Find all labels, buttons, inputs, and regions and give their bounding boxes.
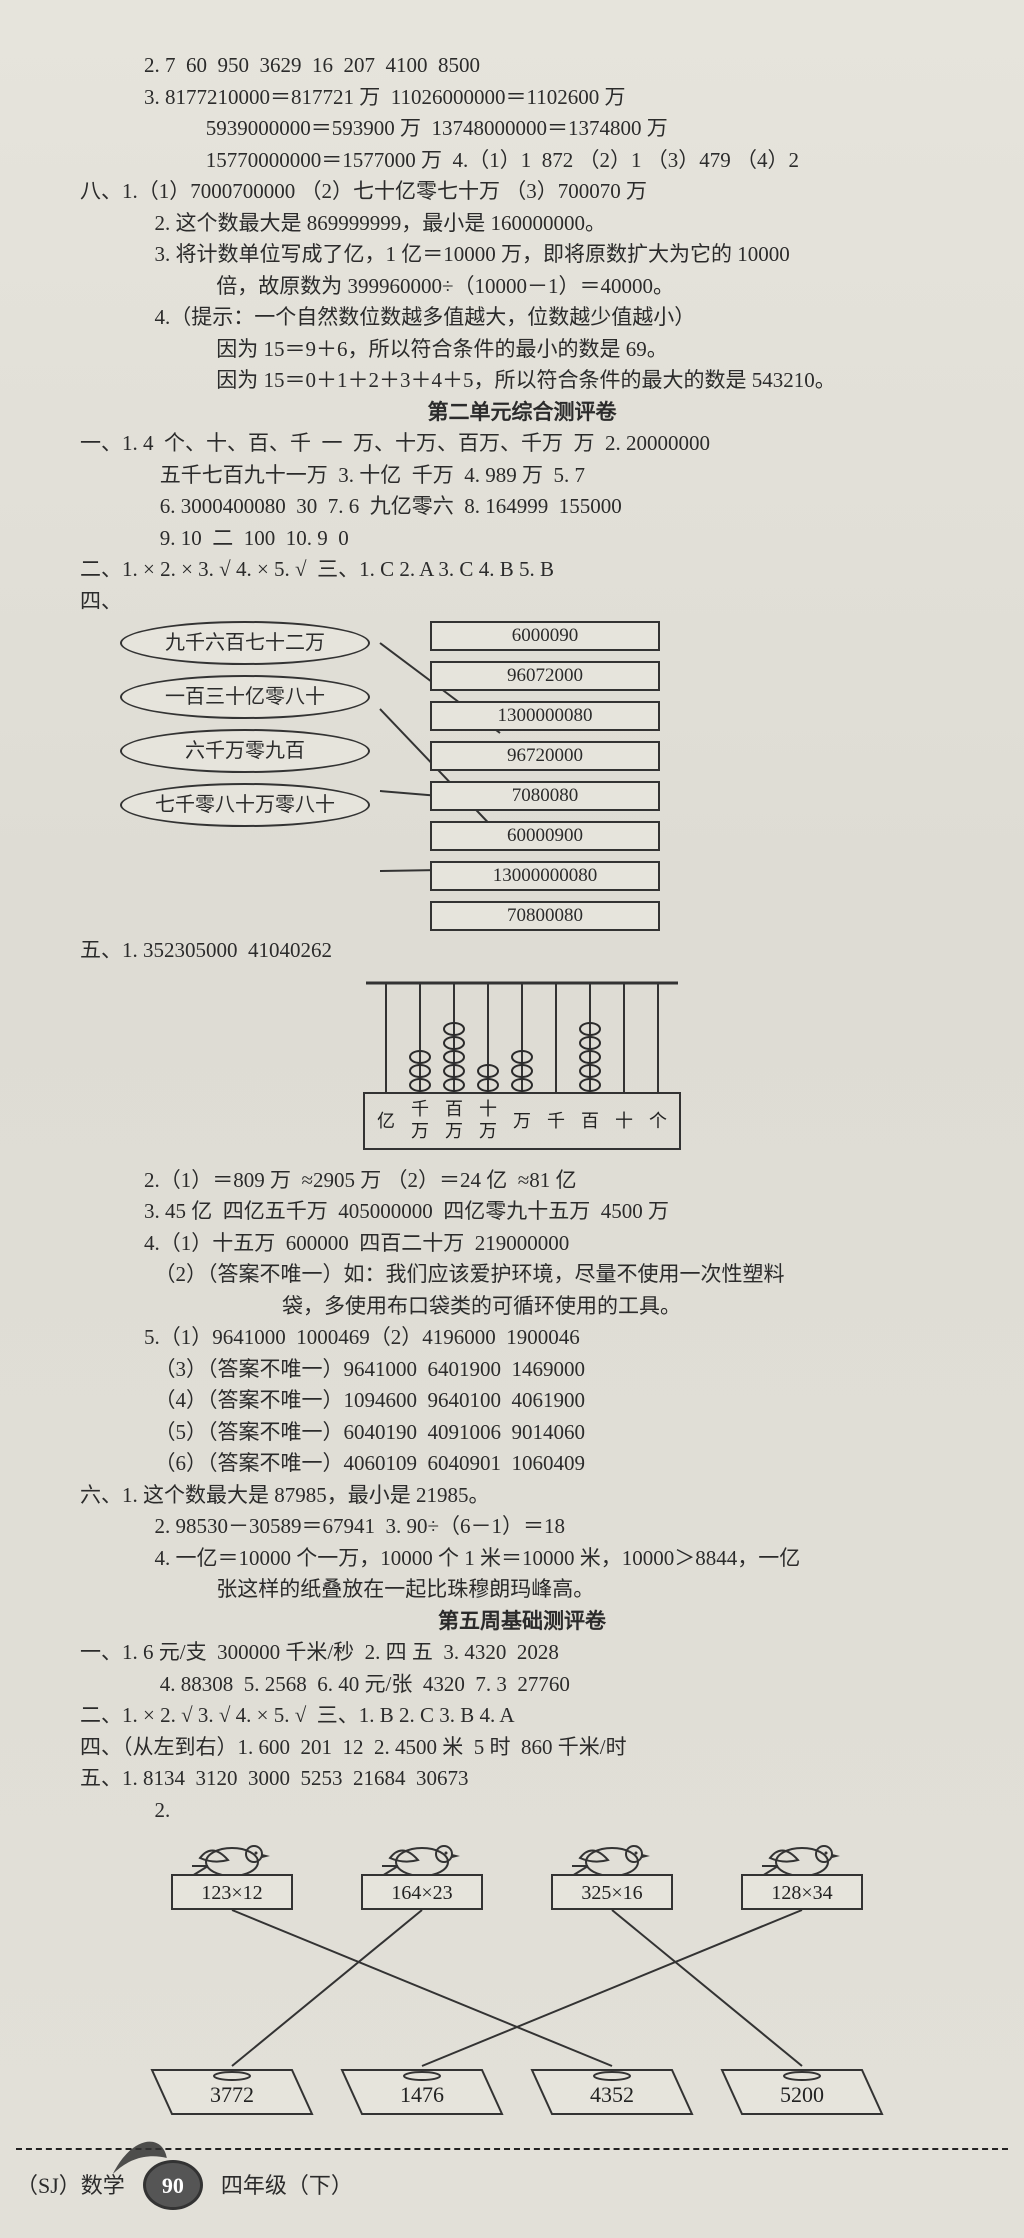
svg-text:千: 千: [411, 1099, 429, 1119]
text-line: 2.（1）＝809 万 ≈2905 万 （2）＝24 亿 ≈81 亿: [80, 1165, 964, 1197]
text-line: 袋，多使用布口袋类的可循环使用的工具。: [80, 1291, 964, 1323]
text-line: 5.（1）9641000 1000469（2）4196000 1900046: [80, 1322, 964, 1354]
text-line: 五、1. 8134 3120 3000 5253 21684 30673: [80, 1763, 964, 1795]
text-line: 四、: [80, 586, 964, 618]
svg-text:万: 万: [513, 1111, 531, 1131]
text-line: 5939000000＝593900 万 13748000000＝1374800 …: [80, 113, 964, 145]
block-top: 2. 7 60 950 3629 16 207 4100 8500 3. 817…: [80, 50, 964, 397]
bird-matching-figure: 123×12 164×23 325×16 128×34 3772 1476 4352 5200: [80, 1832, 964, 2142]
text-line: 6. 3000400080 30 7. 6 九亿零六 8. 164999 155…: [80, 491, 964, 523]
matching-left-column: 九千六百七十二万一百三十亿零八十六千万零九百七千零八十万零八十: [120, 621, 370, 931]
section-title-week5: 第五周基础测评卷: [80, 1606, 964, 1638]
text-line: 因为 15＝0＋1＋2＋3＋4＋5，所以符合条件的最大的数是 543210。: [80, 365, 964, 397]
svg-text:百: 百: [581, 1111, 599, 1131]
page-footer: （SJ）数学 90 四年级（下）: [0, 2148, 1024, 2218]
text-line: 15770000000＝1577000 万 4.（1）1 872 （2）1 （3…: [80, 145, 964, 177]
block-unit2-c: 2.（1）＝809 万 ≈2905 万 （2）＝24 亿 ≈81 亿 3. 45…: [80, 1165, 964, 1606]
text-line: （3）（答案不唯一）9641000 6401900 1469000: [80, 1354, 964, 1386]
abacus-figure: 亿千万百万十万万千百十个: [80, 973, 964, 1159]
text-line: 4. 一亿＝10000 个一万，10000 个 1 米＝10000 米，1000…: [80, 1543, 964, 1575]
svg-text:万: 万: [479, 1121, 497, 1141]
match-right-item: 13000000080: [430, 861, 660, 891]
match-right-item: 96072000: [430, 661, 660, 691]
text-line: 二、1. × 2. × 3. √ 4. × 5. √ 三、1. C 2. A 3…: [80, 554, 964, 586]
svg-text:5200: 5200: [780, 2082, 824, 2107]
block-unit2-b: 五、1. 352305000 41040262: [80, 935, 964, 967]
text-line: 五、1. 352305000 41040262: [80, 935, 964, 967]
text-line: 五千七百九十一万 3. 十亿 千万 4. 989 万 5. 7: [80, 460, 964, 492]
svg-text:164×23: 164×23: [391, 1882, 452, 1904]
text-line: 四、（从左到右）1. 600 201 12 2. 4500 米 5 时 860 …: [80, 1732, 964, 1764]
answer-key-page: 2. 7 60 950 3629 16 207 4100 8500 3. 817…: [0, 0, 1024, 2238]
match-right-item: 6000090: [430, 621, 660, 651]
text-line: （2）（答案不唯一）如：我们应该爱护环境，尽量不使用一次性塑料: [80, 1259, 964, 1291]
text-line: （4）（答案不唯一）1094600 9640100 4061900: [80, 1385, 964, 1417]
match-left-item: 九千六百七十二万: [120, 621, 370, 665]
matching-right-column: 6000090 96072000 1300000080 96720000 7080080…: [430, 621, 660, 931]
block-unit2-a: 一、1. 4 个、十、百、千 一 万、十万、百万、千万 万 2. 2000000…: [80, 428, 964, 617]
svg-text:1476: 1476: [400, 2082, 444, 2107]
svg-text:千: 千: [547, 1111, 565, 1131]
svg-text:4352: 4352: [590, 2082, 634, 2107]
svg-text:十: 十: [479, 1099, 497, 1119]
abacus-svg: 亿千万百万十万万千百十个: [356, 973, 688, 1159]
footer-grade: 四年级（下）: [221, 2169, 353, 2202]
match-right-item: 70800080: [430, 901, 660, 931]
svg-text:亿: 亿: [377, 1111, 395, 1131]
matching-diagram: 九千六百七十二万一百三十亿零八十六千万零九百七千零八十万零八十 6000090 9…: [80, 617, 964, 935]
text-line: 倍，故原数为 399960000÷（10000－1）＝40000。: [80, 271, 964, 303]
svg-text:128×34: 128×34: [771, 1882, 832, 1904]
text-line: 2. 这个数最大是 869999999，最小是 160000000。: [80, 208, 964, 240]
text-line: 八、1.（1）7000700000 （2）七十亿零七十万 （3）700070 万: [80, 176, 964, 208]
text-line: 2.: [80, 1795, 964, 1827]
match-left-item: 六千万零九百: [120, 729, 370, 773]
text-line: 2. 7 60 950 3629 16 207 4100 8500: [80, 50, 964, 82]
footer-subject: （SJ）数学: [16, 2169, 125, 2202]
text-line: 因为 15＝9＋6，所以符合条件的最小的数是 69。: [80, 334, 964, 366]
text-line: 六、1. 这个数最大是 87985，最小是 21985。: [80, 1480, 964, 1512]
match-left-item: 七千零八十万零八十: [120, 783, 370, 827]
match-left-item: 一百三十亿零八十: [120, 675, 370, 719]
section-title-unit2: 第二单元综合测评卷: [80, 397, 964, 429]
block-week5-a: 一、1. 6 元/支 300000 千米/秒 2. 四 五 3. 4320 20…: [80, 1637, 964, 1826]
text-line: 二、1. × 2. √ 3. √ 4. × 5. √ 三、1. B 2. C 3…: [80, 1700, 964, 1732]
svg-text:123×12: 123×12: [201, 1882, 262, 1904]
svg-text:十: 十: [615, 1111, 633, 1131]
text-line: 张这样的纸叠放在一起比珠穆朗玛峰高。: [80, 1574, 964, 1606]
text-line: 9. 10 二 100 10. 9 0: [80, 523, 964, 555]
svg-text:325×16: 325×16: [581, 1882, 642, 1904]
bird-matching-svg: 123×12 164×23 325×16 128×34 3772 1476 4352 5200: [112, 1832, 932, 2132]
match-right-item: 96720000: [430, 741, 660, 771]
text-line: 3. 将计数单位写成了亿，1 亿＝10000 万，即将原数扩大为它的 10000: [80, 239, 964, 271]
text-line: 2. 98530－30589＝67941 3. 90÷（6－1）＝18: [80, 1511, 964, 1543]
text-line: （5）（答案不唯一）6040190 4091006 9014060: [80, 1417, 964, 1449]
text-line: 4.（提示：一个自然数位数越多值越大，位数越少值越小）: [80, 302, 964, 334]
page-number-badge: 90: [143, 2160, 203, 2210]
svg-text:个: 个: [649, 1111, 667, 1131]
text-line: 4. 88308 5. 2568 6. 40 元/张 4320 7. 3 277…: [80, 1669, 964, 1701]
page-number: 90: [143, 2160, 203, 2210]
text-line: 3. 45 亿 四亿五千万 405000000 四亿零九十五万 4500 万: [80, 1196, 964, 1228]
svg-text:百: 百: [445, 1099, 463, 1119]
text-line: 一、1. 6 元/支 300000 千米/秒 2. 四 五 3. 4320 20…: [80, 1637, 964, 1669]
svg-text:万: 万: [445, 1121, 463, 1141]
text-line: 4.（1）十五万 600000 四百二十万 219000000: [80, 1228, 964, 1260]
text-line: 一、1. 4 个、十、百、千 一 万、十万、百万、千万 万 2. 2000000…: [80, 428, 964, 460]
text-line: 3. 8177210000＝817721 万 11026000000＝11026…: [80, 82, 964, 114]
match-right-item: 60000900: [430, 821, 660, 851]
svg-text:万: 万: [411, 1121, 429, 1141]
match-right-item: 1300000080: [430, 701, 660, 731]
match-right-item: 7080080: [430, 781, 660, 811]
text-line: （6）（答案不唯一）4060109 6040901 1060409: [80, 1448, 964, 1480]
svg-text:3772: 3772: [210, 2082, 254, 2107]
